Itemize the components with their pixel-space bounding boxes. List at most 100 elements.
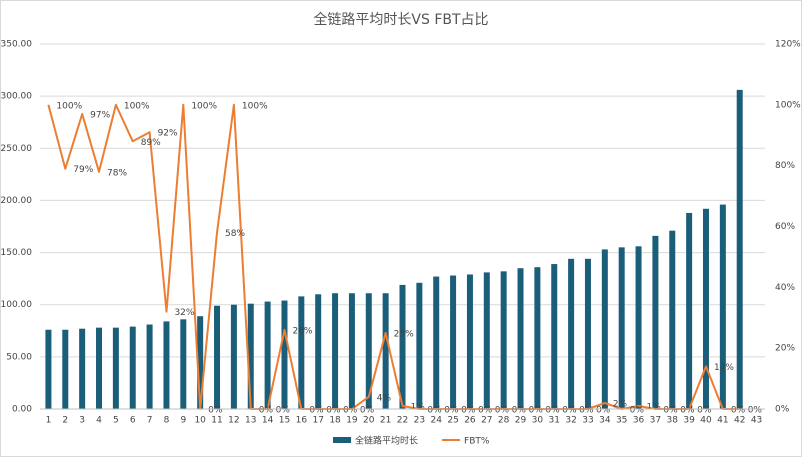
data-label: 79% xyxy=(73,165,93,175)
bar xyxy=(214,305,221,409)
data-label: 0% xyxy=(444,406,459,416)
x-tick-label: 38 xyxy=(667,416,679,426)
chart-title: 全链路平均时长VS FBT占比 xyxy=(313,11,488,28)
y-tick-label: 200.00 xyxy=(1,196,33,206)
data-label: 0% xyxy=(259,406,274,416)
x-tick-label: 25 xyxy=(447,416,458,426)
bar xyxy=(197,316,204,409)
x-tick-label: 14 xyxy=(262,416,274,426)
x-tick-label: 12 xyxy=(228,416,239,426)
y2-tick-label: 20% xyxy=(775,344,795,354)
x-tick-label: 17 xyxy=(312,416,323,426)
bar xyxy=(736,89,743,409)
data-label: 0% xyxy=(596,406,611,416)
bar xyxy=(112,327,119,409)
bar xyxy=(652,235,659,409)
x-tick-label: 26 xyxy=(464,416,476,426)
data-label: 89% xyxy=(141,138,161,148)
x-tick-label: 37 xyxy=(650,416,661,426)
data-label: 100% xyxy=(191,101,217,111)
bar xyxy=(517,268,524,409)
bar xyxy=(466,274,473,409)
bar xyxy=(382,293,389,409)
x-tick-label: 39 xyxy=(683,416,695,426)
bar xyxy=(719,204,726,409)
data-label: 26% xyxy=(292,326,312,336)
bar xyxy=(45,329,52,409)
x-tick-label: 24 xyxy=(430,416,442,426)
x-tick-label: 2 xyxy=(62,416,68,426)
data-label: 0% xyxy=(731,406,746,416)
legend-label: FBT% xyxy=(464,437,490,447)
data-label: 25% xyxy=(394,329,414,339)
data-label: 0% xyxy=(326,406,341,416)
y2-tick-label: 100% xyxy=(775,100,801,110)
y-tick-label: 150.00 xyxy=(1,248,33,258)
x-tick-label: 32 xyxy=(565,416,576,426)
bar xyxy=(483,272,490,409)
x-tick-label: 35 xyxy=(616,416,627,426)
x-tick-label: 3 xyxy=(79,416,85,426)
x-tick-label: 23 xyxy=(414,416,425,426)
x-tick-label: 15 xyxy=(279,416,290,426)
data-label: 0% xyxy=(748,406,763,416)
bar xyxy=(247,303,254,409)
data-label: 0% xyxy=(630,406,645,416)
y2-tick-label: 40% xyxy=(775,283,795,293)
data-label: 0% xyxy=(529,406,544,416)
x-tick-label: 13 xyxy=(245,416,256,426)
bar xyxy=(635,246,642,409)
data-label: 0% xyxy=(360,406,375,416)
data-label: 100% xyxy=(242,101,268,111)
y2-tick-label: 60% xyxy=(775,222,795,232)
data-label: 97% xyxy=(90,110,110,120)
data-label: 0% xyxy=(478,406,493,416)
data-label: 0% xyxy=(343,406,358,416)
data-label: 100% xyxy=(56,101,82,111)
bar xyxy=(669,230,676,409)
data-label: 1% xyxy=(647,402,662,412)
x-tick-label: 42 xyxy=(734,416,745,426)
x-tick-label: 34 xyxy=(599,416,611,426)
bar xyxy=(584,258,591,409)
x-tick-label: 10 xyxy=(194,416,206,426)
bar xyxy=(618,247,625,409)
bar xyxy=(551,264,558,409)
data-label: 0% xyxy=(697,406,712,416)
x-tick-label: 36 xyxy=(633,416,645,426)
x-tick-label: 1 xyxy=(46,416,52,426)
data-label: 0% xyxy=(208,406,223,416)
bar xyxy=(416,282,423,409)
y-tick-label: 50.00 xyxy=(6,352,32,362)
bar xyxy=(96,327,103,409)
bar xyxy=(79,328,86,409)
data-label: 0% xyxy=(512,406,527,416)
y-tick-label: 0.00 xyxy=(12,405,32,415)
data-label: 0% xyxy=(579,406,594,416)
bar xyxy=(180,319,187,409)
bar xyxy=(230,304,237,409)
data-label: 0% xyxy=(427,406,442,416)
x-tick-label: 19 xyxy=(346,416,358,426)
bar xyxy=(163,321,170,409)
x-tick-label: 5 xyxy=(113,416,119,426)
x-tick-label: 27 xyxy=(481,416,492,426)
x-tick-label: 6 xyxy=(130,416,136,426)
data-label: 1% xyxy=(411,402,426,412)
x-tick-label: 9 xyxy=(180,416,186,426)
data-label: 0% xyxy=(309,406,324,416)
x-tick-label: 29 xyxy=(515,416,527,426)
data-label: 100% xyxy=(124,101,150,111)
legend-label: 全链路平均时长 xyxy=(355,435,418,447)
bar xyxy=(450,275,457,409)
data-label: 92% xyxy=(158,129,178,139)
x-tick-label: 22 xyxy=(397,416,408,426)
data-label: 0% xyxy=(663,406,678,416)
bar xyxy=(601,249,608,409)
data-label: 0% xyxy=(562,406,577,416)
y2-tick-label: 120% xyxy=(775,40,801,50)
bar xyxy=(298,296,305,409)
x-tick-label: 20 xyxy=(363,416,375,426)
x-tick-label: 40 xyxy=(700,416,712,426)
data-label: 58% xyxy=(225,229,245,239)
